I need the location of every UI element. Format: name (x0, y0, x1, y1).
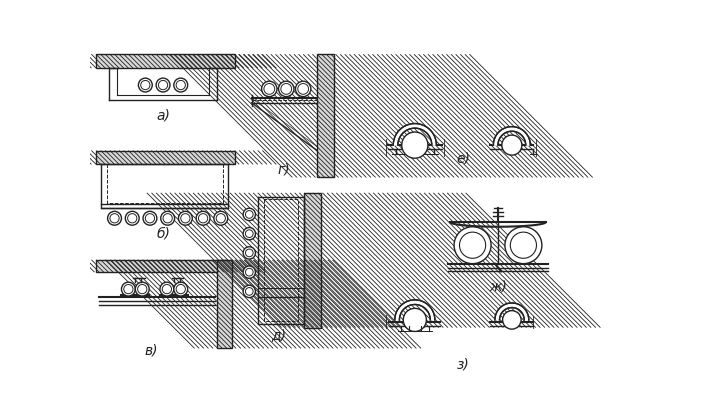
Circle shape (174, 282, 188, 296)
Circle shape (174, 78, 188, 92)
Text: д): д) (271, 328, 286, 342)
Circle shape (403, 308, 427, 331)
Circle shape (180, 214, 190, 223)
Circle shape (510, 232, 537, 258)
Circle shape (125, 211, 139, 225)
Circle shape (162, 284, 171, 294)
Circle shape (135, 282, 149, 296)
Circle shape (402, 132, 428, 158)
Circle shape (262, 81, 277, 97)
Circle shape (243, 228, 255, 240)
Text: е): е) (456, 151, 470, 165)
Text: з): з) (457, 357, 470, 372)
Text: в): в) (145, 344, 158, 358)
Text: а): а) (156, 109, 170, 123)
Circle shape (245, 288, 253, 295)
Bar (96, 150, 235, 164)
Bar (96, 54, 235, 68)
Circle shape (502, 135, 522, 155)
Circle shape (176, 284, 185, 294)
Circle shape (460, 232, 486, 258)
Circle shape (245, 210, 253, 218)
Circle shape (141, 80, 150, 89)
Circle shape (503, 311, 521, 329)
Circle shape (505, 227, 542, 264)
Circle shape (163, 214, 172, 223)
Circle shape (243, 247, 255, 259)
Circle shape (143, 211, 157, 225)
Circle shape (243, 208, 255, 220)
Circle shape (137, 284, 147, 294)
Circle shape (121, 282, 135, 296)
Circle shape (298, 84, 309, 94)
Text: ж): ж) (489, 280, 507, 294)
Circle shape (196, 211, 210, 225)
Circle shape (128, 214, 137, 223)
Circle shape (124, 284, 133, 294)
Bar (317, 54, 334, 177)
Circle shape (108, 211, 121, 225)
Text: б): б) (156, 227, 170, 241)
Polygon shape (495, 303, 529, 320)
Circle shape (281, 84, 292, 94)
Circle shape (243, 285, 255, 297)
Text: г): г) (278, 163, 290, 177)
Bar (217, 260, 233, 349)
Circle shape (264, 84, 275, 94)
Polygon shape (493, 127, 530, 145)
Circle shape (245, 268, 253, 276)
Circle shape (160, 282, 174, 296)
Polygon shape (393, 123, 436, 145)
Circle shape (199, 214, 208, 223)
Circle shape (216, 214, 226, 223)
Circle shape (176, 80, 185, 89)
Circle shape (178, 211, 192, 225)
Polygon shape (395, 300, 435, 320)
Circle shape (454, 227, 491, 264)
Circle shape (110, 214, 119, 223)
Bar (304, 193, 321, 328)
Circle shape (295, 81, 311, 97)
Circle shape (161, 211, 175, 225)
Circle shape (138, 78, 152, 92)
Bar (96, 260, 227, 272)
Circle shape (159, 80, 168, 89)
Circle shape (243, 266, 255, 278)
Circle shape (214, 211, 228, 225)
Circle shape (245, 249, 253, 257)
Circle shape (156, 78, 170, 92)
Circle shape (245, 230, 253, 237)
Circle shape (278, 81, 294, 97)
Circle shape (145, 214, 154, 223)
